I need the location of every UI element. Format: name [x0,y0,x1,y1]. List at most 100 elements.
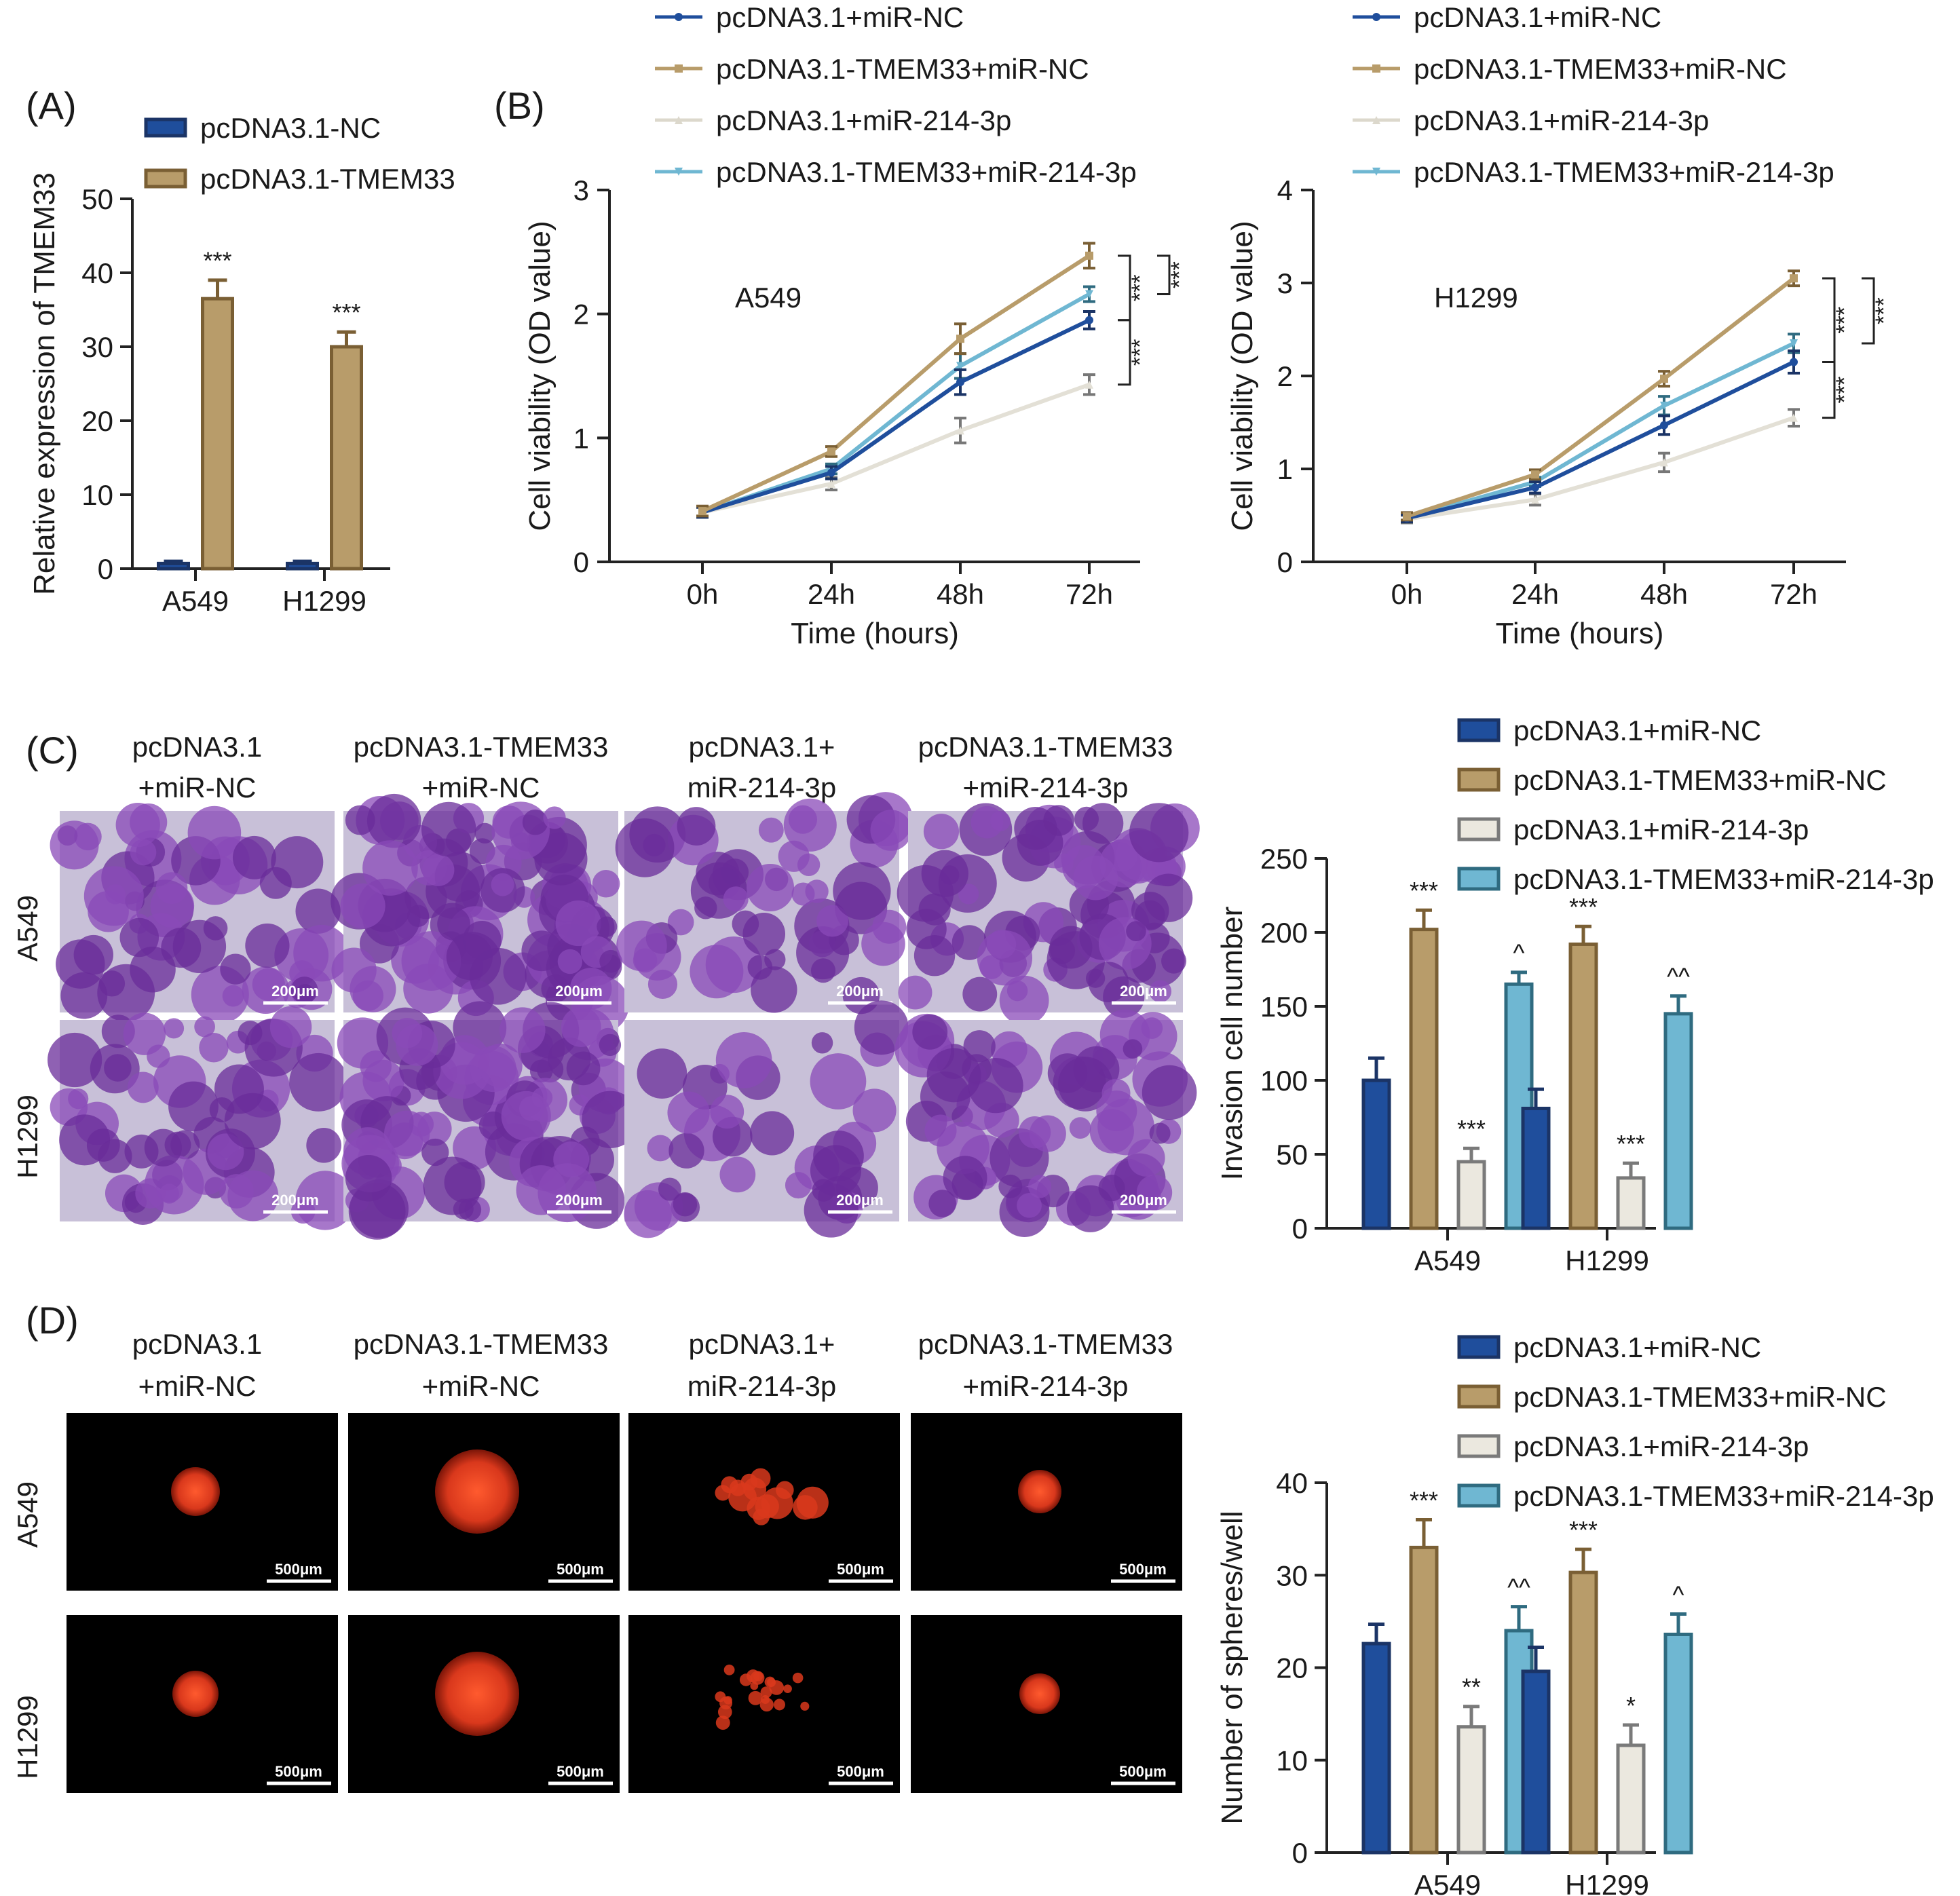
stained-cell [478,1043,523,1088]
sphere-micrograph: 500μm [67,1413,338,1591]
sphere [435,1449,519,1534]
y-tick-label: 3 [573,174,589,206]
bar [1568,1570,1598,1855]
sphere-fragment [760,1686,772,1699]
legend-label: pcDNA3.1-TMEM33+miR-NC [716,53,1089,85]
x-tick-label: A549 [1414,1869,1481,1896]
marker [675,13,683,21]
sphere-fragment [730,1479,747,1496]
x-tick-label: 72h [1066,578,1113,610]
stained-cell [48,1032,102,1088]
stained-cell [561,1007,601,1047]
sphere-fragment [715,1715,730,1730]
marker [1372,13,1380,21]
significance-label: ^ [1673,1580,1684,1608]
significance-label: ** [1462,1673,1481,1701]
y-tick-label: 0 [1277,546,1293,578]
stained-cell [924,1114,957,1147]
stained-cell [345,805,375,835]
scale-bar-label: 200μm [1120,983,1167,1000]
chart-c: pcDNA3.1+miR-NC pcDNA3.1-TMEM33+miR-NC pcD… [1215,715,1934,1276]
stained-cell [1136,1175,1173,1211]
series-line [1406,360,1795,520]
x-tick-label: 0h [687,578,719,610]
legend-label: pcDNA3.1+miR-214-3p [1513,814,1809,846]
stained-cell [962,977,998,1012]
stained-cell [990,811,1011,831]
legend-swatch [1457,867,1501,891]
stained-cell [98,1139,132,1173]
stained-cell [345,1155,392,1202]
bar [1456,1160,1486,1230]
legend-label: pcDNA3.1-TMEM33+miR-NC [1414,53,1787,85]
condition-header-line1: pcDNA3.1-TMEM33 [918,1328,1173,1360]
marker [1372,168,1380,176]
y-axis-label: Number of spheres/well [1215,1511,1249,1824]
stained-cell [1088,962,1129,1002]
stained-cell [269,1006,312,1048]
bar [330,345,363,571]
marker [956,378,964,387]
stained-cell [83,866,144,926]
series-line [1406,341,1795,520]
stained-cell [963,1030,996,1063]
invasion-micrograph: 200μm [624,1000,909,1238]
significance-label: *** [1410,877,1438,905]
stained-cell [1014,806,1057,850]
y-axis-label: Relative expression of TMEM33 [28,172,61,595]
stained-cell [861,922,905,966]
stained-cell [362,840,418,896]
significance-label: * [1626,1692,1636,1720]
marker [1403,512,1411,520]
marker [1660,421,1668,430]
scale-bar-label: 500μm [1119,1561,1167,1578]
sphere-micrograph: 500μm [911,1413,1182,1591]
stained-cell [943,1156,987,1200]
scale-bar-label: 200μm [555,983,603,1000]
series-line [1406,415,1794,521]
stained-cell [1149,980,1172,1003]
y-tick-label: 0 [1292,1837,1308,1869]
stained-cell [331,947,377,993]
y-tick-label: 40 [1276,1467,1308,1499]
x-tick-label: 24h [808,578,855,610]
marker [956,362,964,371]
stained-cell [810,958,836,983]
stained-cell [500,1007,546,1053]
stained-cell [1049,926,1093,969]
x-axis-label: Time (hours) [1496,617,1664,650]
marker [1790,413,1798,422]
x-tick-label: 0h [1391,578,1423,610]
stained-cell [566,1051,601,1086]
legend-label: pcDNA3.1+miR-NC [716,1,964,33]
condition-header-line2: +miR-NC [138,1370,257,1402]
y-tick-label: 1 [1277,453,1293,485]
sphere [1019,1673,1060,1714]
x-tick-label: 72h [1770,578,1817,610]
y-tick-label: 30 [81,331,113,363]
stained-cell [187,805,242,860]
marker [1790,339,1798,348]
legend-swatch [144,168,187,189]
stained-cell [232,835,276,879]
stained-cell [764,949,786,970]
significance-label: *** [1832,307,1858,334]
stained-cell [616,920,667,972]
y-axis-label: Cell viability (OD value) [523,221,557,531]
stained-cell [750,1111,795,1156]
marker [675,168,683,176]
significance-label: *** [1410,1486,1438,1514]
stained-cell [1098,1174,1125,1202]
sphere-fragment [748,1690,763,1705]
stained-cell [811,1032,833,1054]
legend-swatch [1457,1483,1501,1508]
invasion-micrograph: 200μm [894,1009,1197,1237]
stained-cell [271,836,324,889]
stained-cell [437,907,470,941]
x-tick-label: A549 [1414,1245,1481,1276]
significance-label: *** [1617,1130,1645,1158]
stained-cell [491,873,514,896]
stained-cell [130,946,176,993]
significance-label: ^ [1513,939,1525,967]
stained-cell [220,953,251,985]
